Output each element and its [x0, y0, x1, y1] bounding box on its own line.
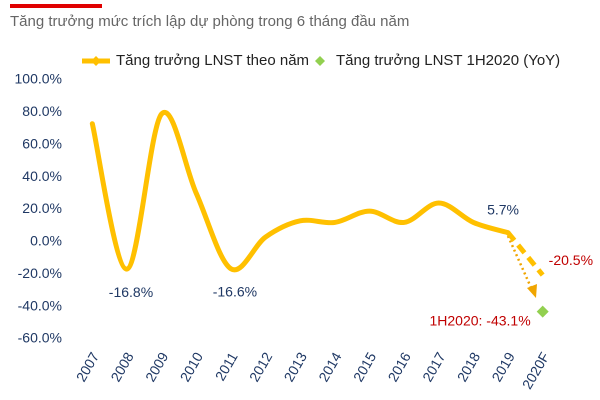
arrow-head: [527, 284, 537, 298]
x-tick-label: 2009: [142, 349, 172, 384]
x-tick-label: 2011: [212, 349, 241, 383]
x-tick-label: 2018: [454, 349, 484, 384]
forecast-segment: [506, 231, 545, 277]
y-tick-label: -20.0%: [18, 265, 62, 281]
y-tick-label: 40.0%: [22, 168, 62, 184]
arrow-dotted: [506, 235, 535, 293]
legend-label: Tăng trưởng LNST 1H2020 (YoY): [336, 52, 560, 69]
x-tick-label: 2008: [107, 349, 137, 384]
data-label: 5.7%: [487, 201, 519, 217]
y-tick-label: -60.0%: [18, 330, 62, 346]
x-tick-label: 2012: [246, 349, 276, 384]
y-tick-label: -40.0%: [18, 297, 62, 313]
y-tick-label: 100.0%: [15, 71, 62, 87]
y-tick-label: 20.0%: [22, 200, 62, 216]
point: [536, 305, 549, 318]
data-label: 1H2020: -43.1%: [429, 312, 530, 328]
x-tick-label: 2017: [419, 349, 449, 384]
legend-label: Tăng trưởng LNST theo năm: [116, 52, 309, 69]
y-tick-label: 60.0%: [22, 135, 62, 151]
title-accent: [10, 4, 102, 8]
line-series: [89, 109, 511, 273]
legend-swatch: [315, 56, 325, 66]
x-tick-label: 2013: [281, 349, 311, 384]
data-label: -16.8%: [109, 284, 153, 300]
x-tick-label: 2016: [384, 349, 414, 384]
chart-title: Tăng trưởng mức trích lập dự phòng trong…: [10, 13, 409, 30]
x-tick-label: 2010: [177, 349, 207, 384]
x-tick-label: 2019: [488, 349, 518, 384]
x-tick-label: 2020F: [519, 349, 553, 391]
x-tick-label: 2014: [315, 349, 345, 384]
y-tick-label: 80.0%: [22, 103, 62, 119]
data-label: -16.6%: [213, 283, 257, 299]
y-tick-label: 0.0%: [30, 233, 62, 249]
x-tick-label: 2015: [350, 349, 380, 384]
data-label: -20.5%: [549, 252, 593, 268]
x-tick-label: 2007: [73, 349, 103, 384]
legend-swatch: [91, 56, 101, 66]
